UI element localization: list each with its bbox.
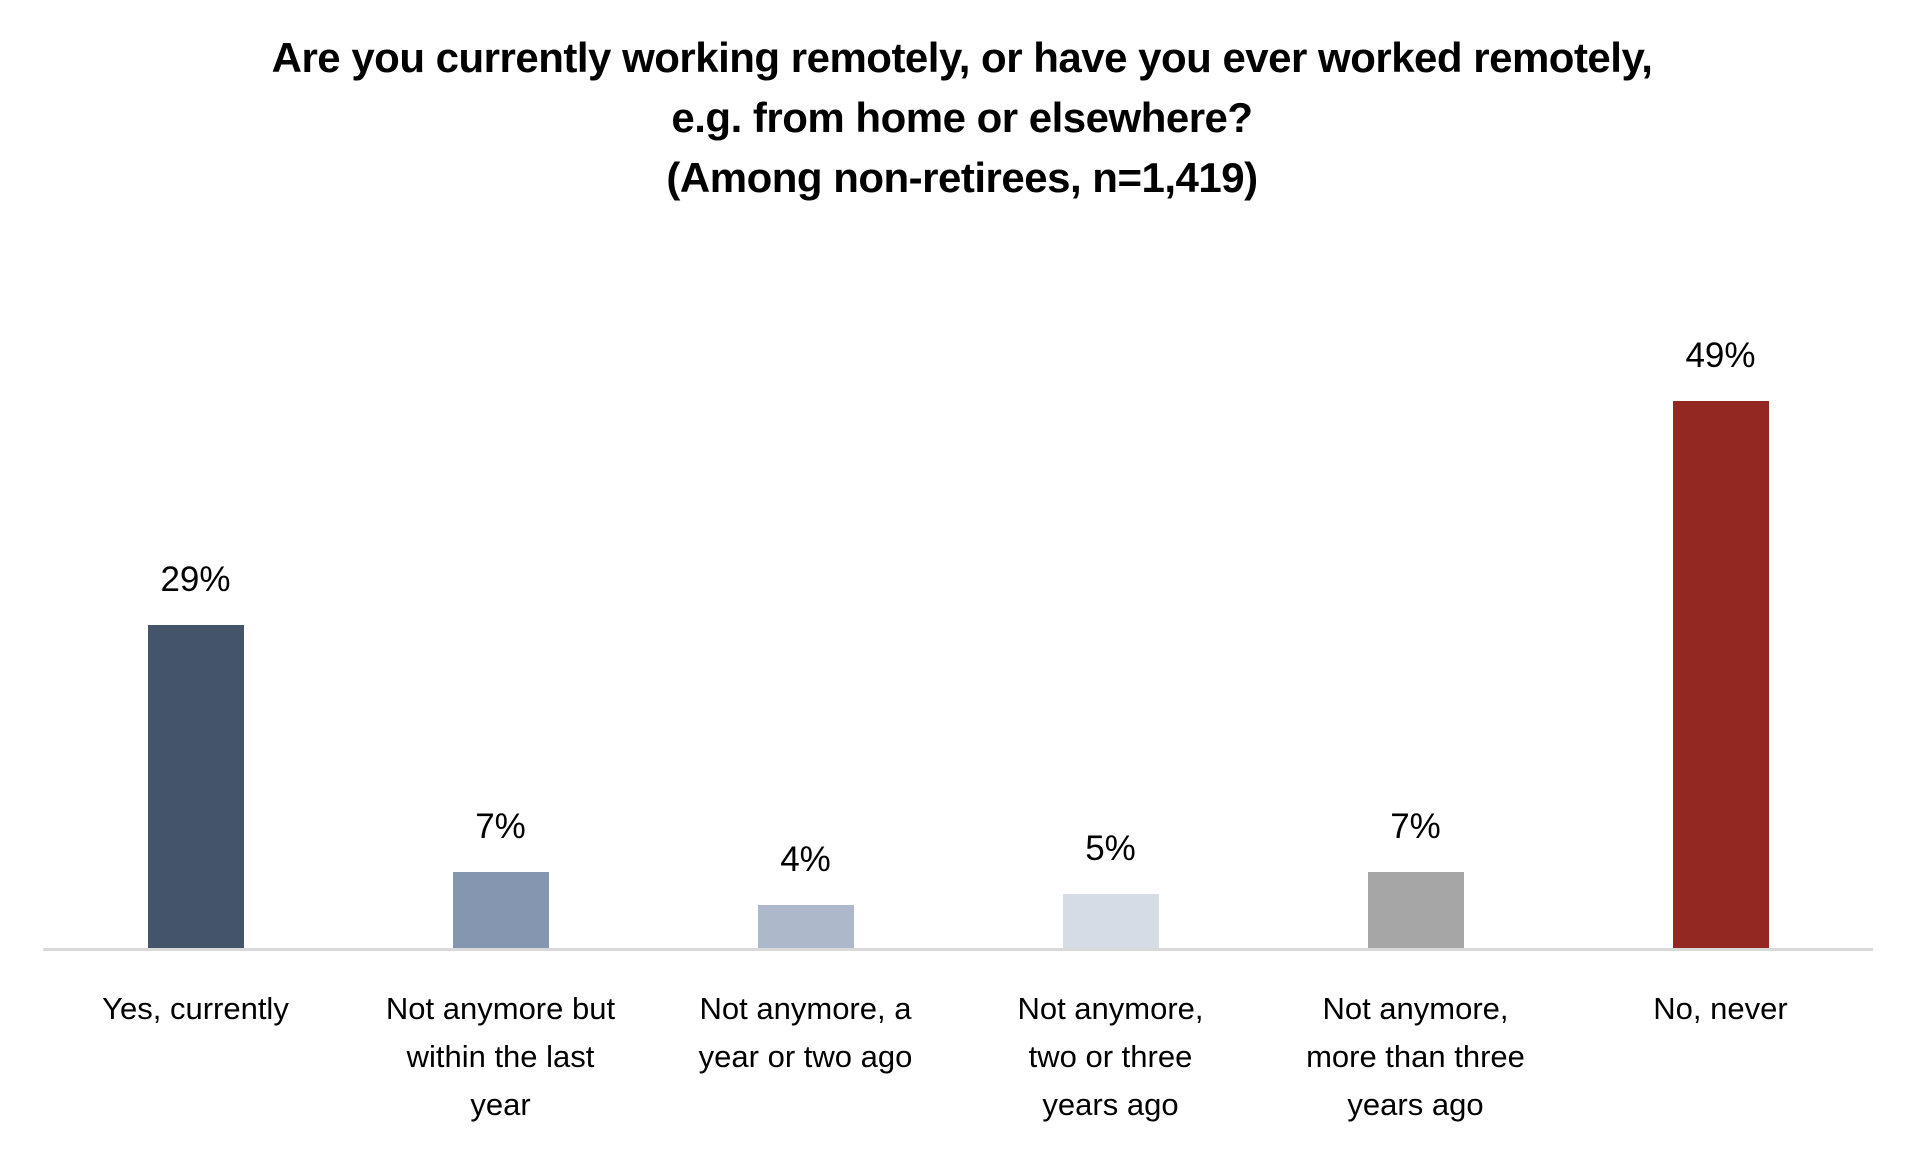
bar-slot: 7% — [348, 250, 653, 950]
bar — [1672, 401, 1769, 950]
bar — [147, 625, 244, 950]
category-label: Yes, currently — [102, 991, 289, 1026]
data-label: 7% — [475, 807, 526, 846]
bar-slot: 7% — [1263, 250, 1568, 950]
x-axis-line — [43, 948, 1873, 951]
bar — [452, 872, 549, 950]
data-label: 49% — [1685, 336, 1756, 375]
bar — [1367, 872, 1464, 950]
data-label: 4% — [780, 840, 831, 879]
category-label: Not anymore, two or three years ago — [1017, 991, 1204, 1122]
category-label: Not anymore, a year or two ago — [698, 991, 913, 1074]
category-label: Not anymore, more than three years ago — [1306, 991, 1525, 1122]
chart-title-line-1: Are you currently working remotely, or h… — [271, 34, 1653, 81]
data-label: 7% — [1390, 807, 1441, 846]
chart-title-line-2: e.g. from home or elsewhere? — [671, 94, 1253, 141]
bar-slot: 29% — [43, 250, 348, 950]
bar-slot: 4% — [653, 250, 958, 950]
category-label: No, never — [1653, 991, 1788, 1026]
bar-slot: 49% — [1568, 250, 1873, 950]
plot-area: 29% 7% 4% 5% 7% 49% — [43, 250, 1873, 950]
chart-title: Are you currently working remotely, or h… — [0, 28, 1924, 208]
bar — [1062, 894, 1159, 950]
bar — [757, 905, 854, 950]
category-axis-labels: Yes, currently Not anymore but within the… — [43, 985, 1873, 1129]
category-label: Not anymore but within the last year — [385, 991, 616, 1122]
data-label: 29% — [160, 560, 231, 599]
data-label: 5% — [1085, 829, 1136, 868]
chart-title-line-3: (Among non-retirees, n=1,419) — [666, 154, 1258, 201]
bar-slot: 5% — [958, 250, 1263, 950]
